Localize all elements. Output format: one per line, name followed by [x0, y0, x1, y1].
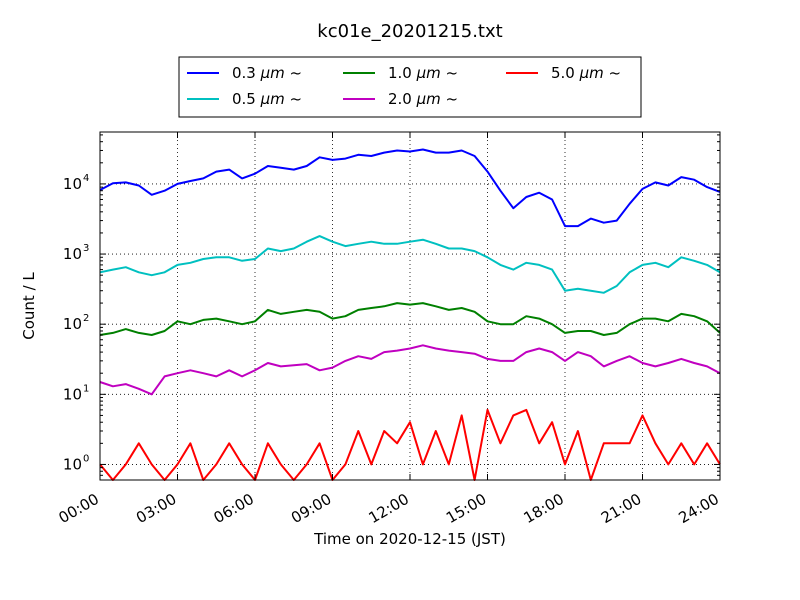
x-tick-label: 09:00	[288, 490, 334, 527]
x-axis-label: Time on 2020-12-15 (JST)	[313, 530, 506, 548]
x-tick-label: 18:00	[521, 490, 567, 527]
x-tick-label: 06:00	[211, 490, 257, 527]
series-line-1_0	[99, 302, 721, 336]
x-tick-label: 21:00	[598, 490, 644, 527]
x-tick-label: 24:00	[676, 490, 722, 527]
y-tick-exponent: 4	[83, 173, 89, 184]
x-tick-label: 00:00	[56, 490, 102, 527]
series-line-2_0	[99, 344, 721, 396]
legend: 0.3 μm ~ 0.5 μm ~ 1.0 μm ~ 2.0 μm ~ 5.0 μm ~	[178, 56, 642, 118]
plot-lines	[99, 148, 721, 481]
y-tick-label: 10	[63, 385, 82, 403]
grid	[100, 132, 720, 480]
legend-entry: 5.0 μm ~	[551, 64, 621, 82]
chart-title: kc01e_20201215.txt	[317, 21, 502, 42]
legend-entry: 1.0 μm ~	[388, 64, 458, 82]
y-tick-exponent: 0	[83, 453, 89, 464]
y-axis-label: Count / L	[20, 272, 38, 340]
legend-entry: 0.5 μm ~	[232, 90, 302, 108]
series-line-0_3	[99, 148, 721, 228]
x-tick-label: 12:00	[366, 490, 412, 527]
legend-entry: 0.3 μm ~	[232, 64, 302, 82]
x-tick-label: 03:00	[133, 490, 179, 527]
legend-frame	[178, 56, 642, 118]
legend-entry: 2.0 μm ~	[388, 90, 458, 108]
y-tick-label: 10	[63, 245, 82, 263]
y-tick-label: 10	[63, 455, 82, 473]
y-tick-exponent: 3	[83, 243, 89, 254]
series-line-0_5	[99, 235, 721, 294]
x-tick-label: 15:00	[443, 490, 489, 527]
y-tick-label: 10	[63, 175, 82, 193]
y-tick-label: 10	[63, 315, 82, 333]
y-tick-exponent: 1	[83, 383, 89, 394]
y-tick-exponent: 2	[83, 313, 89, 324]
